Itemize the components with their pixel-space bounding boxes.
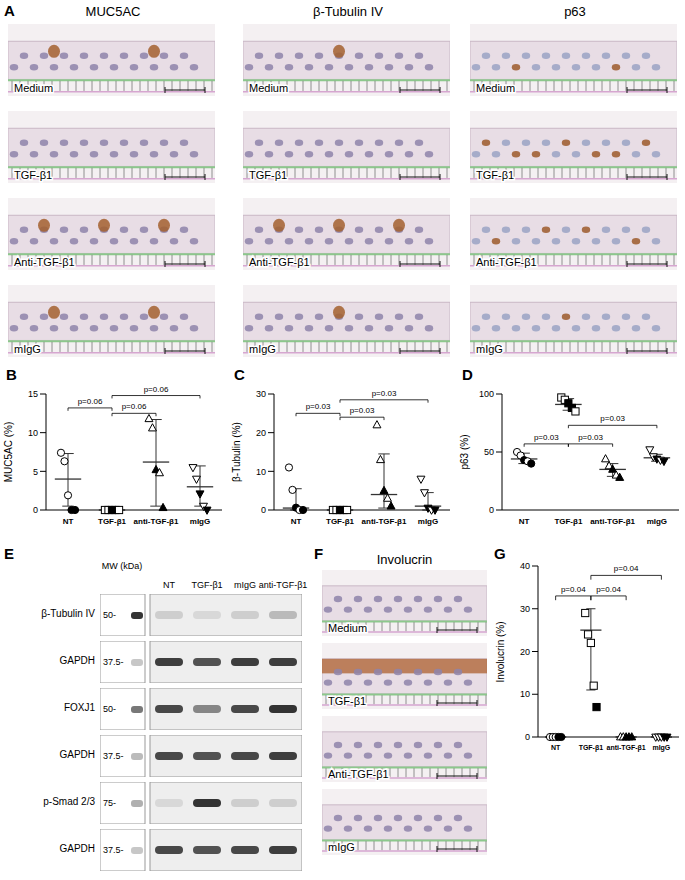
svg-text:mIgG: mIgG xyxy=(190,517,210,526)
svg-text:anti-TGF-β1: anti-TGF-β1 xyxy=(606,744,645,752)
svg-text:p=0.03: p=0.03 xyxy=(372,389,397,398)
svg-text:37.5-: 37.5- xyxy=(103,751,124,761)
html-text:D: D xyxy=(462,366,473,383)
svg-text:mIgG: mIgG xyxy=(249,343,276,355)
svg-text:p=0.04: p=0.04 xyxy=(596,585,621,594)
svg-text:p=0.06: p=0.06 xyxy=(78,397,103,406)
html-text:MUC5AC (%): MUC5AC (%) xyxy=(2,421,14,483)
svg-text:TGF-β1: TGF-β1 xyxy=(14,169,52,181)
html-text:NT: NT xyxy=(163,580,175,590)
svg-text:10: 10 xyxy=(28,428,38,438)
svg-text:mIgG: mIgG xyxy=(647,517,667,526)
svg-text:30: 30 xyxy=(256,389,266,399)
html-text:E: E xyxy=(4,545,14,562)
svg-text:Medium: Medium xyxy=(476,82,515,94)
svg-text:anti-TGF-β1: anti-TGF-β1 xyxy=(362,517,407,526)
svg-text:TGF-β1: TGF-β1 xyxy=(249,169,287,181)
svg-text:p=0.04: p=0.04 xyxy=(614,564,639,573)
svg-text:mIgG: mIgG xyxy=(476,343,503,355)
svg-text:anti-TGF-β1: anti-TGF-β1 xyxy=(590,517,635,526)
html-text:β-Tubulin (%): β-Tubulin (%) xyxy=(230,422,242,482)
svg-text:p=0.03: p=0.03 xyxy=(578,433,603,442)
svg-text:TGF-β1: TGF-β1 xyxy=(326,517,355,526)
svg-text:0: 0 xyxy=(261,505,266,515)
svg-text:mIgG: mIgG xyxy=(328,841,355,853)
svg-text:p=0.03: p=0.03 xyxy=(600,414,625,423)
svg-text:NT: NT xyxy=(551,744,561,751)
html-text:G: G xyxy=(494,545,506,562)
html-text:GAPDH: GAPDH xyxy=(59,749,95,760)
svg-text:10: 10 xyxy=(256,467,266,477)
svg-text:NT: NT xyxy=(63,517,74,526)
svg-text:TGF-β1: TGF-β1 xyxy=(554,517,583,526)
svg-text:75-: 75- xyxy=(103,798,116,808)
html-text:C: C xyxy=(234,366,245,383)
svg-text:30: 30 xyxy=(520,604,530,614)
svg-text:Anti-TGF-β1: Anti-TGF-β1 xyxy=(476,256,537,268)
svg-text:50-: 50- xyxy=(103,704,116,714)
svg-text:Medium: Medium xyxy=(249,82,288,94)
svg-text:37.5-: 37.5- xyxy=(103,657,124,667)
svg-text:NT: NT xyxy=(519,517,530,526)
svg-text:50: 50 xyxy=(484,447,494,457)
svg-text:Medium: Medium xyxy=(14,82,53,94)
svg-text:15: 15 xyxy=(28,389,38,399)
svg-text:5: 5 xyxy=(33,467,38,477)
svg-text:mIgG: mIgG xyxy=(652,744,670,752)
html-text:p-Smad 2/3: p-Smad 2/3 xyxy=(43,796,95,807)
svg-text:Medium: Medium xyxy=(328,622,367,634)
html-text:Involucrin: Involucrin xyxy=(376,552,433,567)
svg-text:TGF-β1: TGF-β1 xyxy=(579,744,604,752)
svg-text:0: 0 xyxy=(525,732,530,742)
html-text:B: B xyxy=(6,366,17,383)
svg-text:0: 0 xyxy=(33,505,38,515)
svg-text:100: 100 xyxy=(479,389,494,399)
html-text:β-Tubulin IV: β-Tubulin IV xyxy=(313,4,383,19)
html-text:p63: p63 xyxy=(564,4,586,19)
svg-text:NT: NT xyxy=(291,517,302,526)
svg-text:p=0.06: p=0.06 xyxy=(144,385,169,394)
svg-text:TGF-β1: TGF-β1 xyxy=(98,517,127,526)
svg-text:mIgG: mIgG xyxy=(14,343,41,355)
html-text:GAPDH: GAPDH xyxy=(59,843,95,854)
svg-text:50-: 50- xyxy=(103,610,116,620)
html-text:β-Tubulin IV: β-Tubulin IV xyxy=(41,608,95,619)
html-text:FOXJ1: FOXJ1 xyxy=(63,702,95,713)
svg-text:40: 40 xyxy=(520,561,530,571)
html-text:Involucrin (%): Involucrin (%) xyxy=(494,620,506,683)
svg-text:p=0.04: p=0.04 xyxy=(561,585,586,594)
svg-text:p=0.06: p=0.06 xyxy=(122,402,147,411)
html-text:p63 (%): p63 (%) xyxy=(458,434,470,470)
svg-text:Anti-TGF-β1: Anti-TGF-β1 xyxy=(14,256,75,268)
svg-text:mIgG: mIgG xyxy=(418,517,438,526)
html-text:F: F xyxy=(314,545,324,562)
html-text:TGF-β1: TGF-β1 xyxy=(191,580,223,590)
svg-text:10: 10 xyxy=(520,689,530,699)
svg-text:20: 20 xyxy=(256,428,266,438)
html-text:GAPDH: GAPDH xyxy=(59,655,95,666)
svg-text:p=0.03: p=0.03 xyxy=(306,402,331,411)
svg-text:p=0.03: p=0.03 xyxy=(350,406,375,415)
svg-text:TGF-β1: TGF-β1 xyxy=(328,695,366,707)
svg-text:p=0.03: p=0.03 xyxy=(534,433,559,442)
svg-text:anti-TGF-β1: anti-TGF-β1 xyxy=(134,517,179,526)
html-text:MUC5AC: MUC5AC xyxy=(85,4,141,19)
svg-text:0: 0 xyxy=(489,505,494,515)
svg-text:Anti-TGF-β1: Anti-TGF-β1 xyxy=(328,768,389,780)
html-text:A: A xyxy=(4,2,15,19)
svg-text:37.5-: 37.5- xyxy=(103,845,124,855)
svg-text:TGF-β1: TGF-β1 xyxy=(476,169,514,181)
html-text:mIgG anti-TGF-β1: mIgG anti-TGF-β1 xyxy=(234,580,308,590)
html-text:MW (kDa): MW (kDa) xyxy=(101,561,143,571)
svg-text:20: 20 xyxy=(520,647,530,657)
svg-text:Anti-TGF-β1: Anti-TGF-β1 xyxy=(249,256,310,268)
